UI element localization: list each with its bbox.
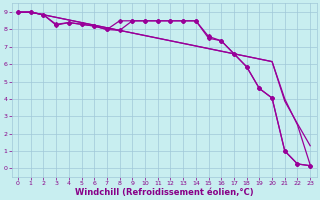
X-axis label: Windchill (Refroidissement éolien,°C): Windchill (Refroidissement éolien,°C): [75, 188, 253, 197]
